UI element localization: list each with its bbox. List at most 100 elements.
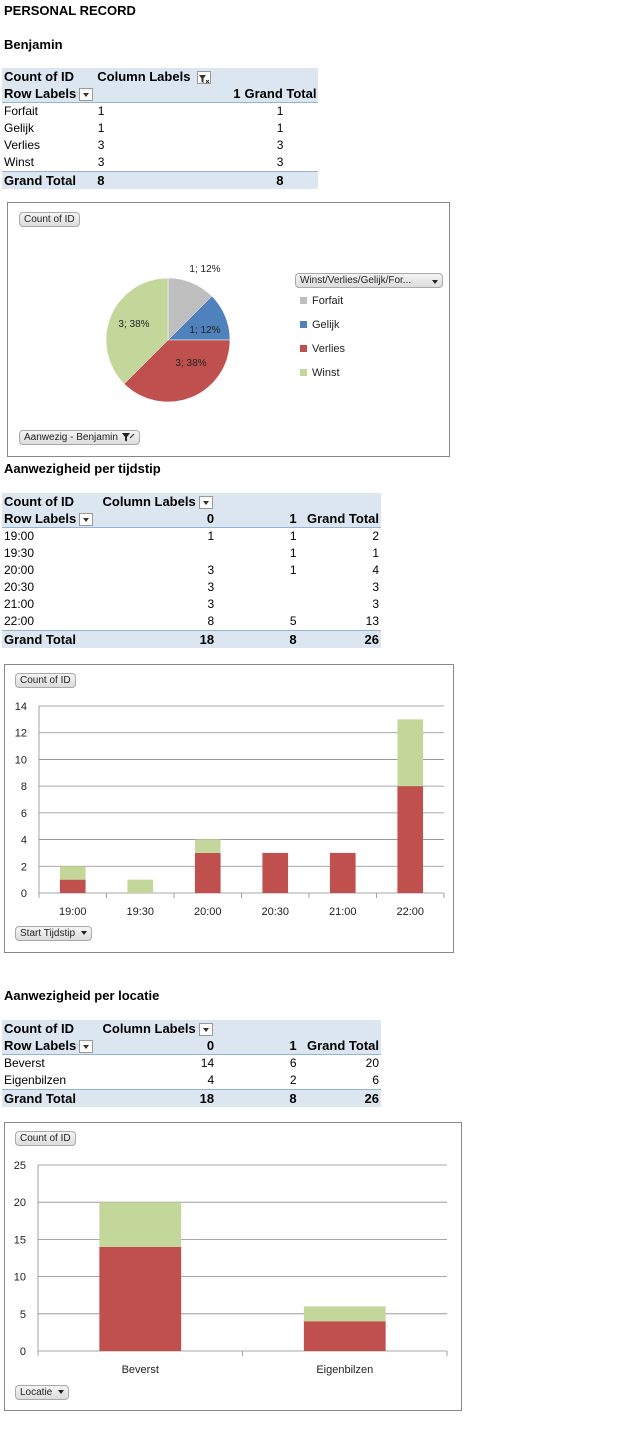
axis-field-button-locatie[interactable]: Locatie bbox=[15, 1385, 70, 1400]
cell: 2 bbox=[289, 1073, 297, 1087]
x-tick-label: 19:30 bbox=[126, 906, 154, 918]
legend-entry: Verlies bbox=[312, 343, 346, 355]
row-label: Grand Total bbox=[2, 630, 101, 648]
y-tick-label: 20 bbox=[14, 1197, 26, 1209]
table-row: Verlies 3 3 bbox=[2, 137, 318, 154]
axis-field-button-start-tijdstip[interactable]: Start Tijdstip bbox=[15, 926, 93, 941]
pivot-corner-label: Count of ID bbox=[2, 1020, 101, 1037]
cell: 26 bbox=[298, 1089, 381, 1107]
bar-segment[interactable] bbox=[397, 786, 424, 893]
chevron-down-icon bbox=[58, 1390, 65, 1395]
chevron-down-icon[interactable] bbox=[79, 1040, 94, 1054]
col-header: Grand Total bbox=[298, 510, 381, 528]
axis-button-label: Start Tijdstip bbox=[20, 928, 76, 939]
row-label: Winst bbox=[4, 155, 34, 169]
column-labels-header[interactable]: Column Labels bbox=[100, 1020, 381, 1037]
field-button-count-of-id[interactable]: Count of ID bbox=[19, 212, 80, 227]
stacked-bar-chart-locatie: 0 5 10 15 20 25 Beverst Eigenbilzen bbox=[14, 1160, 448, 1376]
row-label: 22:00 bbox=[4, 614, 35, 628]
legend-button-label: Winst/Verlies/Gelijk/For... bbox=[300, 275, 412, 286]
legend-field-button[interactable]: Winst/Verlies/Gelijk/For... bbox=[295, 273, 443, 288]
filter-icon[interactable] bbox=[197, 71, 212, 85]
filter-button-aanwezig[interactable]: Aanwezig - Benjamin bbox=[19, 430, 140, 446]
table-row: Winst 3 3 bbox=[2, 154, 318, 172]
table-row: Gelijk 1 1 bbox=[2, 120, 318, 137]
section-title-benjamin: Benjamin bbox=[4, 37, 63, 52]
legend-swatch bbox=[300, 345, 307, 352]
pie-data-label: 1; 12% bbox=[189, 264, 220, 275]
chevron-down-icon[interactable] bbox=[198, 496, 213, 510]
legend-swatch bbox=[300, 321, 307, 328]
row-labels-header[interactable]: Row Labels bbox=[2, 1037, 101, 1055]
chevron-down-icon[interactable] bbox=[79, 513, 94, 527]
cell: 8 bbox=[216, 630, 299, 648]
column-labels-text: Column Labels bbox=[102, 494, 196, 509]
bar-segment[interactable] bbox=[397, 719, 424, 787]
bar-chart-tijdstip-box[interactable]: Count of ID 0 2 4 6 8 10 12 14 19:00 19:30 20:00 20… bbox=[4, 664, 454, 953]
column-labels-header[interactable]: Column Labels bbox=[95, 68, 319, 85]
bar-segment[interactable] bbox=[59, 866, 86, 880]
y-tick-label: 14 bbox=[15, 701, 27, 713]
column-labels-header[interactable]: Column Labels bbox=[100, 493, 381, 510]
y-tick-label: 8 bbox=[21, 781, 27, 793]
cell: 8 bbox=[216, 1089, 299, 1107]
row-label: 20:30 bbox=[4, 580, 35, 594]
pivot-header-row: Count of ID Column Labels bbox=[2, 68, 319, 85]
bar-segment[interactable] bbox=[329, 852, 356, 893]
y-tick-label: 0 bbox=[20, 1346, 26, 1358]
bar-chart-locatie-box[interactable]: Count of ID 0 5 10 15 20 25 Beverst Eigenbilzen… bbox=[4, 1122, 462, 1411]
chevron-down-icon[interactable] bbox=[198, 1023, 213, 1037]
cell: 6 bbox=[289, 1056, 297, 1070]
axis-button-label: Locatie bbox=[20, 1387, 53, 1398]
x-tick-label: 22:00 bbox=[396, 906, 424, 918]
table-row: 19:30 1 1 bbox=[2, 545, 381, 562]
stacked-bar-chart-tijdstip: 0 2 4 6 8 10 12 14 19:00 19:30 20:00 20:30 21:00 22:0… bbox=[15, 701, 445, 918]
cell: 1 bbox=[372, 546, 379, 560]
y-tick-label: 5 bbox=[20, 1309, 26, 1321]
field-button-count-of-id[interactable]: Count of ID bbox=[15, 673, 76, 688]
bar-segment[interactable] bbox=[262, 852, 289, 893]
row-label: 19:30 bbox=[4, 546, 35, 560]
cell: 1 bbox=[276, 121, 284, 135]
y-tick-label: 0 bbox=[21, 888, 27, 900]
chevron-down-icon[interactable] bbox=[79, 88, 94, 102]
col-header: 1 bbox=[216, 510, 299, 528]
bar-segment[interactable] bbox=[194, 839, 221, 853]
cell: 8 bbox=[242, 171, 319, 189]
bar-segment[interactable] bbox=[127, 879, 154, 893]
pivot-table-tijdstip: Count of ID Column Labels Row Labels 0 1… bbox=[2, 493, 381, 648]
grand-total-row: Grand Total 8 8 bbox=[2, 171, 319, 189]
table-row: 20:30 3 3 bbox=[2, 579, 381, 596]
pivot-subheader-row: Row Labels 0 1 Grand Total bbox=[2, 510, 381, 528]
cell bbox=[216, 579, 298, 596]
field-button-count-of-id[interactable]: Count of ID bbox=[15, 1131, 76, 1146]
legend-entry: Gelijk bbox=[312, 319, 340, 331]
pie-slice-winst[interactable] bbox=[105, 277, 169, 385]
row-labels-text: Row Labels bbox=[4, 1038, 77, 1053]
cell: 3 bbox=[372, 580, 379, 594]
row-labels-text: Row Labels bbox=[4, 86, 77, 101]
pie-chart-box[interactable]: Count of ID 1; 12% 1; 12% 3; 38% 3; 38% Forf… bbox=[7, 202, 450, 457]
pie-slice-verlies[interactable] bbox=[123, 339, 231, 403]
bar-segment[interactable] bbox=[194, 852, 221, 893]
row-label: 19:00 bbox=[4, 529, 35, 543]
cell: 18 bbox=[100, 630, 217, 648]
pie-data-label: 3; 38% bbox=[118, 319, 149, 330]
row-labels-header[interactable]: Row Labels bbox=[2, 85, 96, 103]
grand-total-row: Grand Total 18 8 26 bbox=[2, 630, 381, 648]
pivot-corner-label: Count of ID bbox=[2, 493, 101, 510]
cell: 14 bbox=[200, 1056, 215, 1070]
bar-segment[interactable] bbox=[303, 1321, 386, 1351]
bar-segment[interactable] bbox=[99, 1246, 182, 1351]
legend-entry: Winst bbox=[312, 367, 340, 379]
bar-segment[interactable] bbox=[303, 1306, 386, 1322]
y-tick-label: 15 bbox=[14, 1234, 26, 1246]
row-labels-header[interactable]: Row Labels bbox=[2, 510, 101, 528]
bar-segment[interactable] bbox=[59, 879, 86, 893]
cell: 3 bbox=[207, 563, 215, 577]
table-row: Eigenbilzen 4 2 6 bbox=[2, 1072, 381, 1090]
y-tick-label: 10 bbox=[15, 754, 27, 766]
row-label: Grand Total bbox=[2, 1089, 101, 1107]
bar-segment[interactable] bbox=[99, 1202, 182, 1247]
pie-data-label: 1; 12% bbox=[189, 325, 220, 336]
